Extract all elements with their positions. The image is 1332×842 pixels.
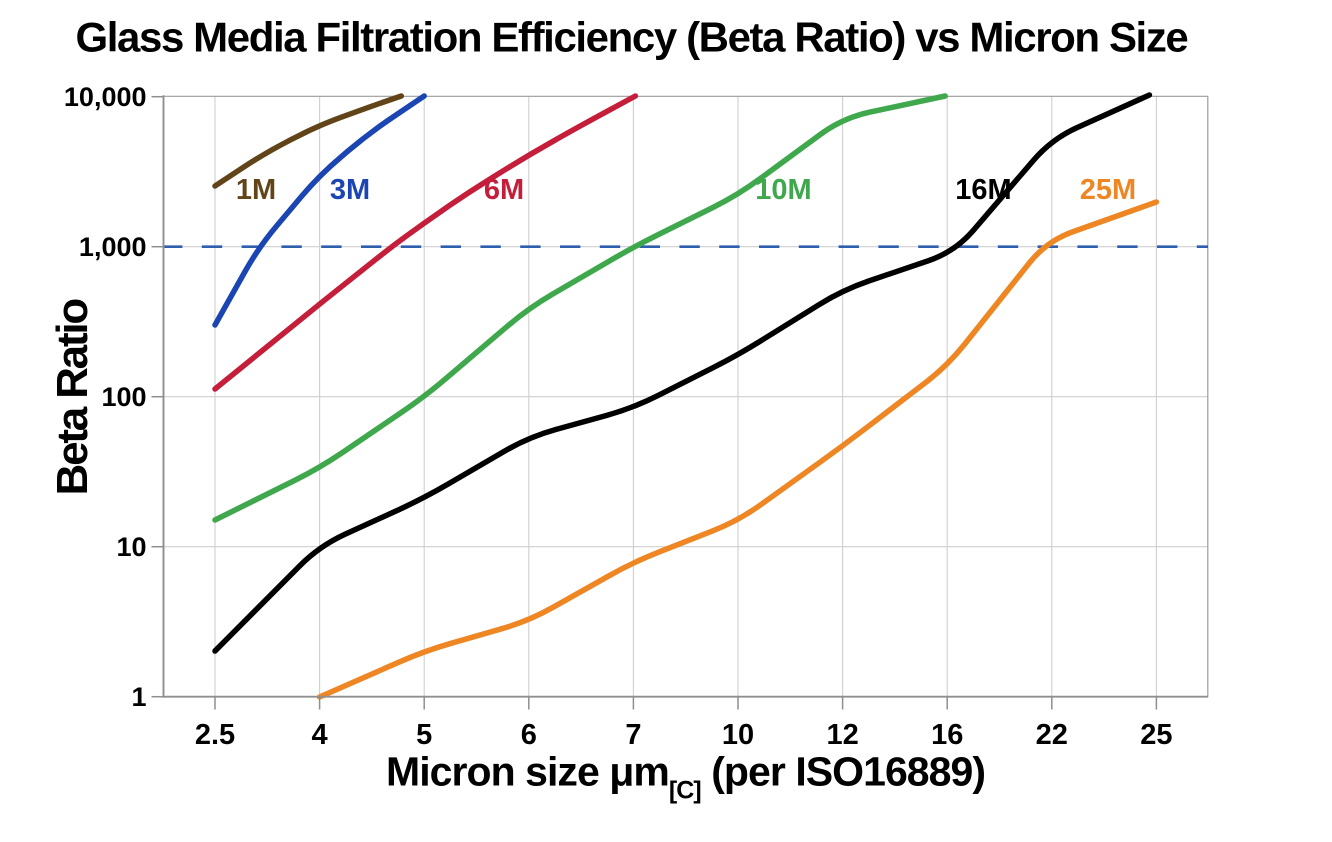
svg-text:6M: 6M bbox=[484, 174, 524, 206]
svg-text:100: 100 bbox=[101, 382, 146, 412]
svg-text:16M: 16M bbox=[955, 174, 1011, 206]
svg-text:10,000: 10,000 bbox=[64, 82, 147, 112]
svg-text:6: 6 bbox=[521, 719, 537, 751]
svg-text:1,000: 1,000 bbox=[79, 232, 147, 262]
svg-text:22: 22 bbox=[1036, 719, 1068, 751]
svg-text:5: 5 bbox=[416, 719, 432, 751]
svg-text:1M: 1M bbox=[236, 174, 276, 206]
svg-text:1: 1 bbox=[131, 682, 146, 712]
svg-text:3M: 3M bbox=[330, 174, 370, 206]
svg-text:10: 10 bbox=[722, 719, 754, 751]
svg-text:10M: 10M bbox=[755, 174, 811, 206]
svg-text:25: 25 bbox=[1140, 719, 1172, 751]
svg-text:2.5: 2.5 bbox=[195, 719, 235, 751]
svg-text:Beta Ratio: Beta Ratio bbox=[48, 299, 97, 496]
svg-text:7: 7 bbox=[625, 719, 641, 751]
svg-text:25M: 25M bbox=[1080, 174, 1136, 206]
svg-text:4: 4 bbox=[312, 719, 328, 751]
svg-text:16: 16 bbox=[931, 719, 963, 751]
svg-text:12: 12 bbox=[826, 719, 858, 751]
svg-text:Glass Media Filtration Efficie: Glass Media Filtration Efficiency (Beta … bbox=[76, 14, 1188, 61]
svg-text:10: 10 bbox=[116, 532, 146, 562]
